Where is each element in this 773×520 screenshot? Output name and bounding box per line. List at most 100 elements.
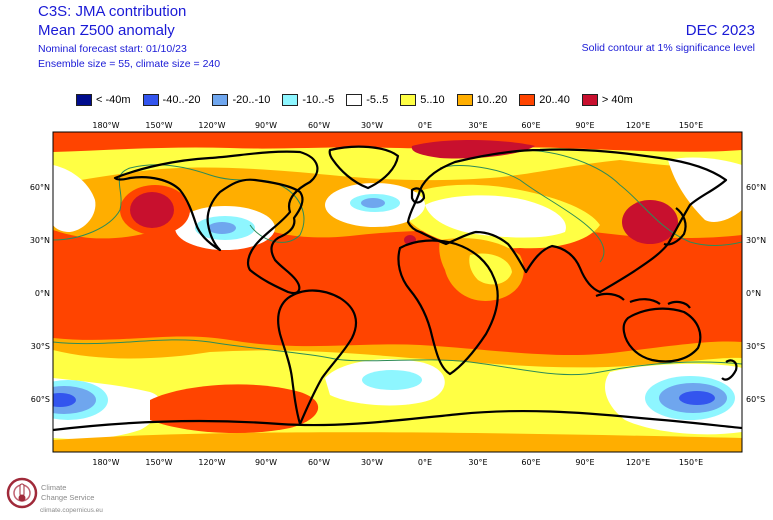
forecast-start: Nominal forecast start: 01/10/23	[38, 43, 187, 55]
northwest-white	[53, 165, 96, 232]
c3s-logo: Climate Change Service	[5, 476, 94, 510]
thermometer-globe-icon	[6, 477, 38, 509]
chart-title: C3S: JMA contribution	[38, 3, 187, 20]
lon-label-top: 90°E	[575, 121, 594, 130]
southern-significance-contour	[53, 339, 742, 376]
legend-item: -20..-10	[212, 93, 270, 107]
lon-label-bottom: 90°W	[255, 458, 277, 467]
lon-label-bottom: 120°E	[626, 458, 650, 467]
indonesia-coast	[595, 292, 691, 309]
legend-label: -10..-5	[302, 94, 335, 106]
legend-item: 5..10	[400, 93, 445, 107]
southern-orange-lower	[53, 432, 742, 452]
lat-label-left: 60°S	[31, 395, 50, 404]
legend-swatch	[346, 94, 363, 106]
latitude-labels-right: 60°N 30°N 0°N 30°S 60°S	[746, 183, 766, 404]
lon-label-top: 60°W	[308, 121, 330, 130]
africa-coast	[397, 239, 499, 376]
arctic-red-core	[411, 140, 535, 159]
significance-note: Solid contour at 1% significance level	[581, 42, 755, 54]
lon-label-bottom: 0°E	[418, 458, 432, 467]
legend-swatch	[456, 94, 473, 106]
arctic-red-patch	[53, 132, 742, 152]
legend-label: -20..-10	[232, 94, 271, 106]
map-frame	[52, 131, 743, 453]
eurasia-coast	[406, 148, 728, 294]
south-america-coast	[277, 289, 358, 426]
lon-label-bottom: 150°W	[145, 458, 172, 467]
legend-item: 10..20	[456, 93, 508, 107]
lon-label-top: 150°W	[145, 121, 172, 130]
forecast-period: DEC 2023	[685, 22, 755, 39]
longitude-labels-bottom: 180°W 150°W 120°W 90°W 60°W 30°W 0°E 30°…	[92, 458, 703, 467]
lat-label-left: 60°N	[30, 183, 50, 192]
south-indian-yellow	[470, 375, 560, 404]
coastlines	[53, 145, 742, 432]
legend-swatch	[142, 94, 159, 106]
south-atlantic-low	[362, 370, 422, 390]
logo-text: Climate Change Service	[41, 483, 94, 503]
logo-line-2: Change Service	[41, 493, 95, 502]
lon-label-bottom: 120°W	[198, 458, 225, 467]
lon-label-top: 90°W	[255, 121, 277, 130]
northern-significance-contour	[53, 164, 305, 243]
greenland-coast	[328, 145, 400, 190]
lat-label-left: 30°S	[31, 342, 50, 351]
lon-label-bottom: 30°W	[361, 458, 383, 467]
legend-swatch	[76, 94, 92, 106]
south-pacific-low-core	[679, 391, 715, 405]
legend-label: < -40m	[96, 94, 131, 106]
ensemble-info: Ensemble size = 55, climate size = 240	[38, 58, 221, 70]
antarctica-coast	[53, 409, 742, 432]
legend-label: -5..5	[366, 94, 389, 106]
east-pacific-low-core	[208, 222, 236, 234]
australia-coast	[622, 307, 702, 363]
legend-item: 20..40	[519, 93, 570, 107]
longitude-labels-top: 180°W 150°W 120°W 90°W 60°W 30°W 0°E 30°…	[92, 121, 703, 130]
north-atlantic-low-core	[361, 198, 385, 208]
lat-label-left: 0°N	[35, 289, 50, 298]
legend-label: 5..10	[420, 94, 445, 106]
legend-swatch	[581, 94, 598, 106]
legend-swatch	[282, 94, 299, 106]
lon-label-top: 150°E	[679, 121, 703, 130]
anomaly-field	[53, 132, 742, 452]
logo-url: climate.copernicus.eu	[40, 507, 103, 514]
north-pacific-high-core	[130, 192, 174, 228]
legend-item: -10..-5	[282, 93, 334, 107]
northern-significance-contour-east	[519, 149, 742, 246]
legend-swatch	[519, 94, 536, 106]
lat-label-right: 60°S	[746, 395, 765, 404]
legend-label: -40..-20	[162, 94, 201, 106]
chart-variable: Mean Z500 anomaly	[38, 22, 175, 39]
europe-white	[425, 195, 566, 238]
north-yellow-band	[53, 140, 742, 185]
lon-label-bottom: 180°W	[92, 458, 119, 467]
lon-label-bottom: 30°E	[468, 458, 487, 467]
lon-label-top: 180°W	[92, 121, 119, 130]
legend-label: 10..20	[476, 94, 508, 106]
legend-item: > 40m	[581, 93, 633, 107]
lat-label-right: 0°N	[746, 289, 761, 298]
lon-label-top: 60°E	[521, 121, 540, 130]
color-legend: < -40m -40..-20 -20..-10 -10..-5 -5..5 5…	[76, 93, 645, 107]
legend-swatch	[212, 94, 229, 106]
lat-label-right: 30°N	[746, 236, 766, 245]
lon-label-bottom: 90°E	[575, 458, 594, 467]
northeast-white	[668, 157, 742, 222]
lon-label-bottom: 60°E	[521, 458, 540, 467]
lat-label-right: 60°N	[746, 183, 766, 192]
logo-line-1: Climate	[41, 483, 67, 492]
lon-label-top: 0°E	[418, 121, 432, 130]
lon-label-bottom: 60°W	[308, 458, 330, 467]
legend-item: -5..5	[346, 93, 388, 107]
legend-label: > 40m	[601, 94, 633, 106]
north-america-coast	[113, 150, 319, 295]
legend-item: < -40m	[76, 93, 131, 107]
legend-swatch	[400, 94, 417, 106]
lon-label-top: 120°E	[626, 121, 650, 130]
lon-label-bottom: 150°E	[679, 458, 703, 467]
legend-item: -40..-20	[142, 93, 201, 107]
lat-label-left: 30°N	[30, 236, 50, 245]
latitude-labels-left: 60°N 30°N 0°N 30°S 60°S	[30, 183, 50, 404]
